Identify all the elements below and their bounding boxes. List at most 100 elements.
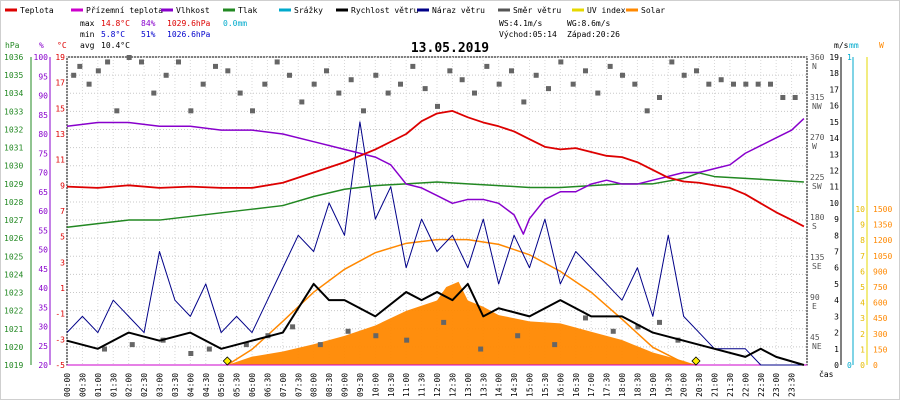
time-tick: 11:00: [402, 373, 411, 397]
c-tick: 17: [55, 79, 65, 88]
time-tick: 12:00: [433, 373, 442, 397]
c-unit: °C: [57, 41, 67, 50]
ms-tick: 9: [834, 215, 839, 224]
uv-tick: 0: [860, 361, 865, 370]
dir-tick-cardinal: SW: [812, 182, 822, 191]
hpa-tick: 1022: [4, 307, 23, 316]
time-tick: 07:00: [279, 373, 288, 397]
wind-direction-point: [243, 342, 249, 348]
w-tick: 1500: [873, 205, 892, 214]
time-tick: 20:00: [680, 373, 689, 397]
wind-direction-point: [345, 328, 351, 334]
wind-speed-line: [66, 282, 805, 366]
ms-tick: 3: [834, 312, 839, 321]
wind-direction-point: [441, 319, 447, 325]
ms-tick: 11: [829, 183, 839, 192]
w-tick: 1200: [873, 236, 892, 245]
time-tick: 22:00: [741, 373, 750, 397]
w-tick: 750: [873, 283, 888, 292]
dir-tick-deg: 270: [810, 133, 825, 142]
dir-tick-deg: 360: [810, 53, 825, 62]
legend-label: Srážky: [294, 6, 323, 15]
wind-direction-point: [706, 81, 712, 87]
uv-tick: 5: [860, 283, 865, 292]
stat-min-hum: 51%: [141, 30, 156, 39]
legend-label: UV index: [587, 6, 626, 15]
ms-unit: m/s: [834, 41, 849, 50]
time-tick: 07:30: [294, 373, 303, 397]
dir-tick-deg: 225: [810, 173, 825, 182]
uv-tick: 9: [860, 221, 865, 230]
wind-direction-point: [681, 72, 687, 78]
time-tick: 11:30: [418, 373, 427, 397]
wind-direction-point: [743, 81, 749, 87]
wind-direction-point: [114, 108, 120, 114]
time-tick: 19:00: [649, 373, 658, 397]
wind-direction-point: [620, 72, 625, 78]
c-tick: 1: [60, 284, 65, 293]
w-tick: 900: [873, 267, 888, 276]
ms-tick: 13: [829, 150, 839, 159]
wind-direction-point: [200, 81, 206, 87]
time-tick: 01:00: [94, 373, 103, 397]
wind-direction-point: [317, 342, 323, 348]
wind-gust-line: [66, 121, 804, 366]
wind-direction-point: [274, 59, 280, 65]
time-tick: 00:30: [78, 373, 87, 397]
c-tick: 11: [55, 156, 65, 165]
stat-avg-label: avg: [80, 41, 95, 50]
time-tick: 15:00: [526, 373, 535, 397]
dir-tick-deg: 315: [810, 93, 825, 102]
wind-direction-point: [755, 81, 761, 87]
wind-direction-point: [95, 68, 101, 74]
ms-tick: 8: [834, 231, 839, 240]
legend-label: Směr větru: [513, 6, 561, 15]
pct-tick: 80: [38, 130, 48, 139]
wind-direction-point: [644, 108, 650, 114]
c-tick: 15: [55, 104, 65, 113]
stat-ws: WS:4.1m/s: [499, 19, 543, 28]
time-tick: 03:30: [171, 373, 180, 397]
pct-tick: 65: [38, 188, 48, 197]
right-axes: m/s mm W360N315NW270W225SW180S135SE90E45NE…: [810, 41, 892, 370]
wind-direction-point: [71, 72, 77, 78]
wind-direction-point: [250, 108, 255, 114]
time-tick: 22:30: [757, 373, 766, 397]
time-tick: 16:00: [556, 373, 565, 397]
wind-direction-point: [669, 59, 675, 65]
time-tick: 09:00: [341, 373, 350, 397]
uv-tick: 6: [860, 267, 865, 276]
stat-max-label: max: [80, 19, 95, 28]
plot-area: [66, 55, 807, 366]
dir-tick-deg: 90: [810, 293, 820, 302]
time-tick: 05:30: [233, 373, 242, 397]
stat-wg: WG:8.6m/s: [567, 19, 611, 28]
w-tick: 1350: [873, 221, 892, 230]
wind-direction-point: [657, 95, 662, 100]
ms-tick: 18: [829, 69, 839, 78]
ms-tick: 6: [834, 264, 839, 273]
pct-unit: %: [39, 41, 44, 50]
c-tick: -3: [55, 335, 65, 344]
wind-direction-point: [262, 81, 268, 87]
mm-unit: mm: [849, 41, 859, 50]
pct-tick: 25: [38, 342, 48, 351]
hpa-tick: 1031: [4, 144, 23, 153]
w-unit: W: [879, 41, 884, 50]
dir-tick-cardinal: W: [812, 142, 817, 151]
dir-tick-cardinal: S: [812, 222, 817, 231]
uv-marker: [691, 356, 701, 366]
pct-tick: 100: [34, 53, 49, 62]
c-tick: -1: [55, 310, 65, 319]
dir-tick-cardinal: NW: [812, 102, 822, 111]
c-tick: 19: [55, 53, 65, 62]
wind-direction-point: [188, 108, 194, 114]
time-tick: 02:30: [140, 373, 149, 397]
hpa-tick: 1021: [4, 325, 23, 334]
time-tick: 04:30: [202, 373, 211, 397]
wind-direction-point: [792, 95, 798, 100]
pct-tick: 45: [38, 265, 48, 274]
wind-direction-point: [731, 81, 736, 87]
wind-direction-point: [447, 68, 453, 74]
legend-label: Solar: [641, 6, 665, 15]
